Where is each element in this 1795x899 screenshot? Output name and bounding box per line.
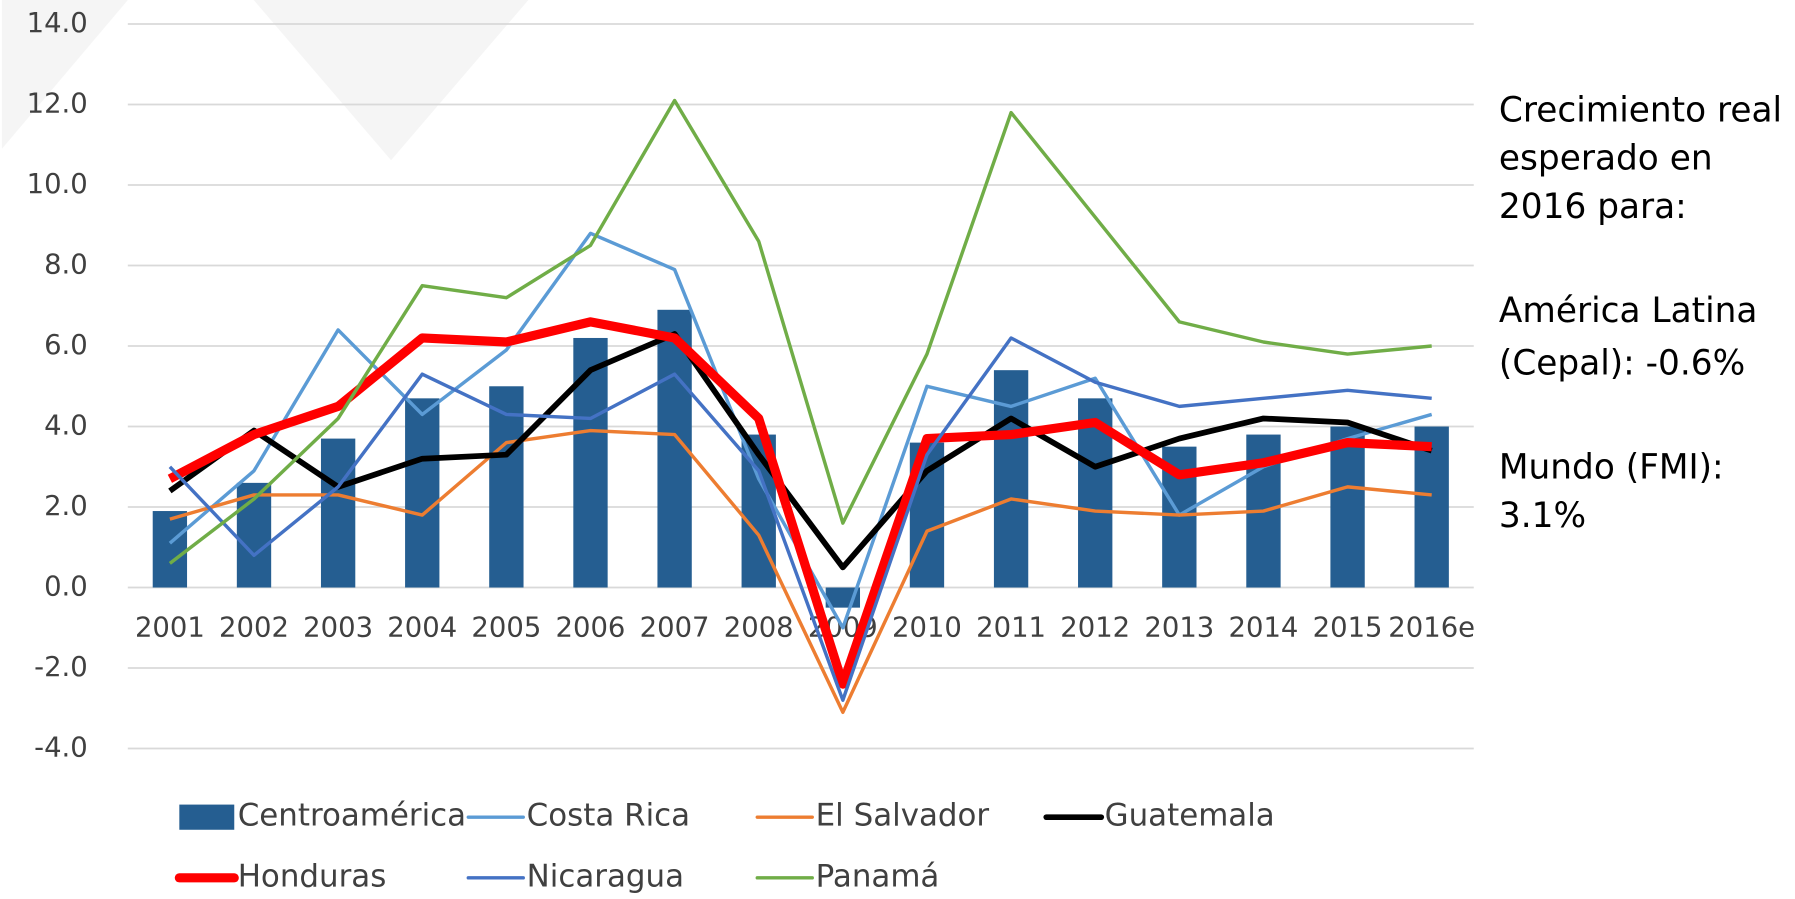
x-tick-label: 2012 (1060, 612, 1130, 643)
line (169, 428, 1432, 714)
x-tick-label: 2007 (640, 612, 710, 643)
annotation: 3.1% (1499, 496, 1586, 536)
x-tick-label: 2008 (724, 612, 794, 643)
bar (1414, 426, 1449, 588)
bar (489, 386, 524, 588)
annotation: Mundo (FMI): (1499, 448, 1724, 488)
bar (320, 438, 356, 588)
bar (573, 337, 608, 588)
y-tick-label: 6.0 (44, 330, 88, 361)
annotation: América Latina (1499, 291, 1757, 331)
y-tick-label: 14.0 (27, 8, 88, 39)
legend-label: El Salvador (816, 798, 990, 834)
y-tick-label: 12.0 (27, 89, 88, 120)
x-tick-label: 2010 (892, 612, 962, 643)
x-tick-label: 2006 (556, 612, 626, 643)
y-tick-label: 0.0 (44, 572, 88, 603)
legend-label: Nicaragua (527, 858, 684, 894)
x-tick-label: 2003 (303, 612, 373, 643)
line (168, 336, 1432, 702)
x-tick-label: 2002 (219, 612, 289, 643)
x-tick-label: 2001 (135, 612, 205, 643)
line (168, 331, 1433, 571)
y-tick-label: 2.0 (44, 491, 88, 522)
y-tick-label: -2.0 (34, 652, 88, 683)
bar (1330, 426, 1365, 588)
x-tick-label: 2016e (1388, 612, 1475, 643)
y-tick-label: 10.0 (27, 169, 88, 200)
legend-label: Guatemala (1105, 798, 1275, 834)
y-tick-label: 8.0 (44, 250, 88, 281)
y-tick-label: -4.0 (34, 733, 88, 764)
line (168, 231, 1433, 630)
legend-label: Honduras (238, 858, 387, 894)
line (168, 98, 1432, 565)
y-tick-label: 4.0 (44, 411, 88, 442)
bar (152, 511, 188, 588)
annotation: esperado en (1499, 139, 1713, 179)
legend-swatch (179, 804, 235, 830)
line (167, 317, 1432, 689)
x-tick-label: 2013 (1144, 612, 1214, 643)
legend-label: Panamá (816, 858, 940, 894)
annotation: 2016 para: (1499, 187, 1687, 227)
x-tick-label: 2004 (387, 612, 457, 643)
x-tick-label: 2015 (1313, 612, 1383, 643)
x-tick-label: 2011 (976, 612, 1046, 643)
watermark (253, 0, 529, 161)
x-tick-label: 2014 (1229, 612, 1299, 643)
bar (405, 398, 440, 588)
annotation: (Cepal): -0.6% (1499, 344, 1745, 384)
x-tick-label: 2005 (471, 612, 541, 643)
annotation: Crecimiento real (1499, 91, 1782, 131)
legend-label: Costa Rica (527, 798, 690, 834)
legend-label: Centroamérica (238, 798, 466, 834)
